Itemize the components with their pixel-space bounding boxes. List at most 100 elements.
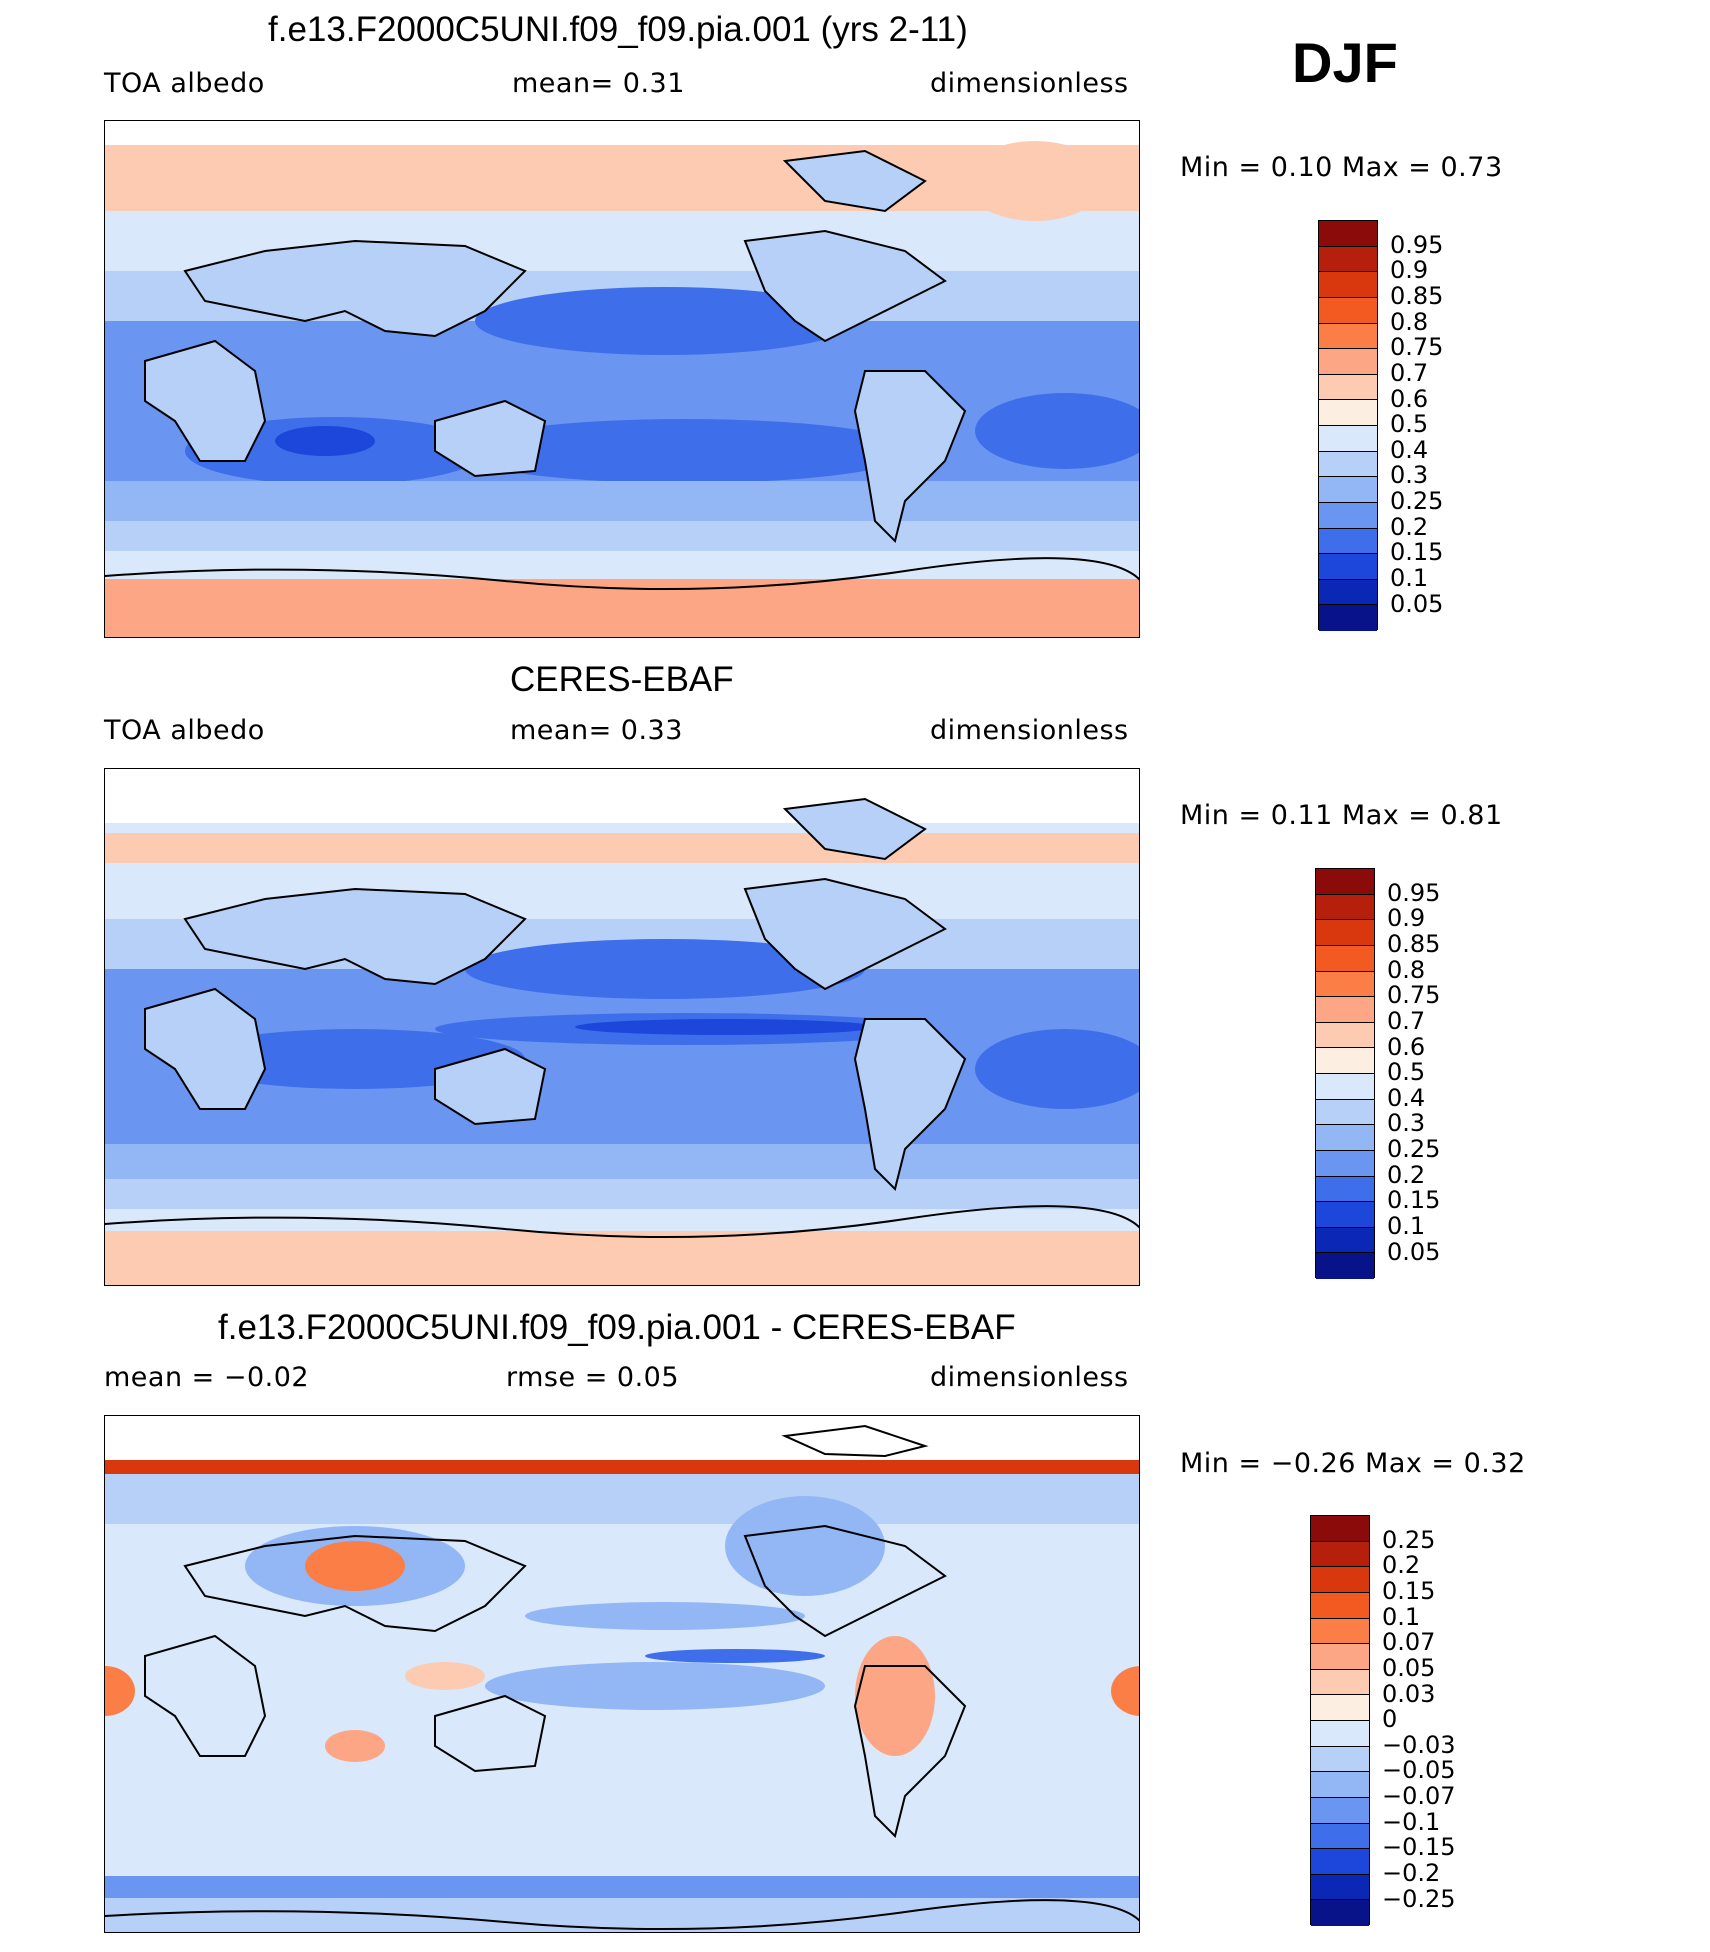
- colorbar-tick-label: 0.85: [1387, 930, 1441, 959]
- colorbar-tick-label: 0.5: [1387, 1058, 1426, 1087]
- panel-3-map: [104, 1415, 1140, 1933]
- colorbar-swatch: [1319, 323, 1377, 350]
- colorbar-tick-label: 0.15: [1390, 538, 1444, 567]
- colorbar-swatch: [1316, 1125, 1374, 1151]
- colorbar-swatch: [1319, 477, 1377, 503]
- colorbar-tick-label: 0.75: [1390, 333, 1444, 362]
- panel-1-colorbar: [1318, 220, 1378, 631]
- colorbar-tick-label: 0.2: [1387, 1160, 1426, 1189]
- colorbar-swatch: [1311, 1823, 1369, 1850]
- colorbar-swatch: [1311, 1567, 1369, 1593]
- colorbar-swatch: [1316, 1022, 1374, 1049]
- panel-2-map: [104, 768, 1140, 1286]
- colorbar-tick-label: −0.1: [1382, 1807, 1441, 1836]
- colorbar-swatch: [1311, 1592, 1369, 1619]
- panel-3-mean: mean = −0.02: [104, 1362, 310, 1393]
- colorbar-swatch: [1311, 1669, 1369, 1696]
- colorbar-tick-label: −0.2: [1382, 1858, 1441, 1887]
- colorbar-tick-label: 0.8: [1390, 307, 1429, 336]
- colorbar-swatch: [1316, 1227, 1374, 1254]
- season-label: DJF: [1292, 31, 1398, 94]
- colorbar-tick-label: −0.05: [1382, 1756, 1456, 1785]
- colorbar-tick-label: 0.2: [1382, 1551, 1421, 1580]
- colorbar-tick-label: 0.25: [1390, 487, 1444, 516]
- colorbar-tick-label: 0.25: [1387, 1135, 1441, 1164]
- colorbar-tick-label: −0.07: [1382, 1782, 1456, 1811]
- colorbar-tick-label: 0.3: [1390, 461, 1429, 490]
- panel-3-title: f.e13.F2000C5UNI.f09_f09.pia.001 - CERES…: [218, 1308, 1016, 1347]
- panel-3-colorbar: [1310, 1515, 1370, 1926]
- colorbar-tick-label: 0.5: [1390, 410, 1429, 439]
- colorbar-tick-label: 0.4: [1390, 435, 1429, 464]
- colorbar-swatch: [1316, 1074, 1374, 1100]
- colorbar-tick-label: −0.03: [1382, 1730, 1456, 1759]
- panel-2-colorbar: [1315, 868, 1375, 1279]
- panel-2-variable: TOA albedo: [104, 715, 265, 746]
- colorbar-tick-label: 0.75: [1387, 981, 1441, 1010]
- colorbar-swatch: [1316, 869, 1374, 895]
- panel-1-variable: TOA albedo: [104, 68, 265, 99]
- colorbar-swatch: [1319, 221, 1377, 247]
- colorbar-tick-label: 0.85: [1390, 282, 1444, 311]
- panel-1-units: dimensionless: [930, 68, 1129, 99]
- colorbar-swatch: [1316, 1048, 1374, 1074]
- colorbar-tick-label: 0.7: [1387, 1006, 1426, 1035]
- colorbar-swatch: [1319, 426, 1377, 452]
- colorbar-swatch: [1319, 374, 1377, 401]
- colorbar-tick-label: 0.07: [1382, 1628, 1436, 1657]
- colorbar-swatch: [1319, 272, 1377, 298]
- colorbar-tick-label: 0: [1382, 1705, 1398, 1734]
- colorbar-swatch: [1319, 451, 1377, 478]
- colorbar-tick-label: −0.25: [1382, 1884, 1456, 1913]
- colorbar-swatch: [1319, 349, 1377, 375]
- colorbar-tick-label: 0.05: [1390, 589, 1444, 618]
- colorbar-swatch: [1311, 1772, 1369, 1798]
- colorbar-swatch: [1311, 1797, 1369, 1824]
- colorbar-swatch: [1319, 297, 1377, 324]
- colorbar-tick-label: 0.2: [1390, 512, 1429, 541]
- colorbar-swatch: [1319, 554, 1377, 580]
- colorbar-swatch: [1311, 1900, 1369, 1926]
- colorbar-swatch: [1316, 1099, 1374, 1126]
- colorbar-tick-label: 0.05: [1382, 1653, 1436, 1682]
- colorbar-tick-label: 0.95: [1387, 878, 1441, 907]
- colorbar-swatch: [1319, 502, 1377, 529]
- panel-3-minmax: Min = −0.26 Max = 0.32: [1180, 1448, 1526, 1479]
- colorbar-swatch: [1311, 1618, 1369, 1645]
- panel-2-units: dimensionless: [930, 715, 1129, 746]
- colorbar-tick-label: 0.1: [1390, 563, 1429, 592]
- colorbar-swatch: [1316, 1150, 1374, 1177]
- colorbar-swatch: [1311, 1746, 1369, 1773]
- colorbar-swatch: [1311, 1516, 1369, 1542]
- colorbar-tick-label: 0.1: [1387, 1211, 1426, 1240]
- colorbar-tick-label: 0.25: [1382, 1525, 1436, 1554]
- panel-3-units: dimensionless: [930, 1362, 1129, 1393]
- colorbar-swatch: [1316, 997, 1374, 1023]
- colorbar-tick-label: 0.95: [1390, 230, 1444, 259]
- colorbar-tick-label: 0.8: [1387, 955, 1426, 984]
- panel-2-mean: mean= 0.33: [510, 715, 683, 746]
- colorbar-tick-label: 0.6: [1387, 1032, 1426, 1061]
- colorbar-swatch: [1311, 1541, 1369, 1568]
- colorbar-swatch: [1316, 945, 1374, 972]
- panel-1-title: f.e13.F2000C5UNI.f09_f09.pia.001 (yrs 2-…: [268, 10, 968, 49]
- panel-1-map: [104, 120, 1140, 638]
- colorbar-tick-label: 0.03: [1382, 1679, 1436, 1708]
- colorbar-tick-label: 0.3: [1387, 1109, 1426, 1138]
- colorbar-swatch: [1316, 1176, 1374, 1203]
- colorbar-swatch: [1311, 1874, 1369, 1901]
- colorbar-swatch: [1319, 246, 1377, 273]
- panel-3-rmse: rmse = 0.05: [506, 1362, 680, 1393]
- colorbar-tick-label: 0.1: [1382, 1602, 1421, 1631]
- colorbar-swatch: [1311, 1695, 1369, 1721]
- colorbar-swatch: [1311, 1644, 1369, 1670]
- colorbar-swatch: [1319, 400, 1377, 426]
- colorbar-tick-label: 0.6: [1390, 384, 1429, 413]
- colorbar-swatch: [1316, 920, 1374, 946]
- colorbar-tick-label: 0.15: [1387, 1186, 1441, 1215]
- panel-1-mean: mean= 0.31: [512, 68, 685, 99]
- colorbar-tick-label: 0.4: [1387, 1083, 1426, 1112]
- panel-2-title: CERES-EBAF: [510, 660, 734, 699]
- panel-2-minmax: Min = 0.11 Max = 0.81: [1180, 800, 1503, 831]
- colorbar-tick-label: 0.05: [1387, 1237, 1441, 1266]
